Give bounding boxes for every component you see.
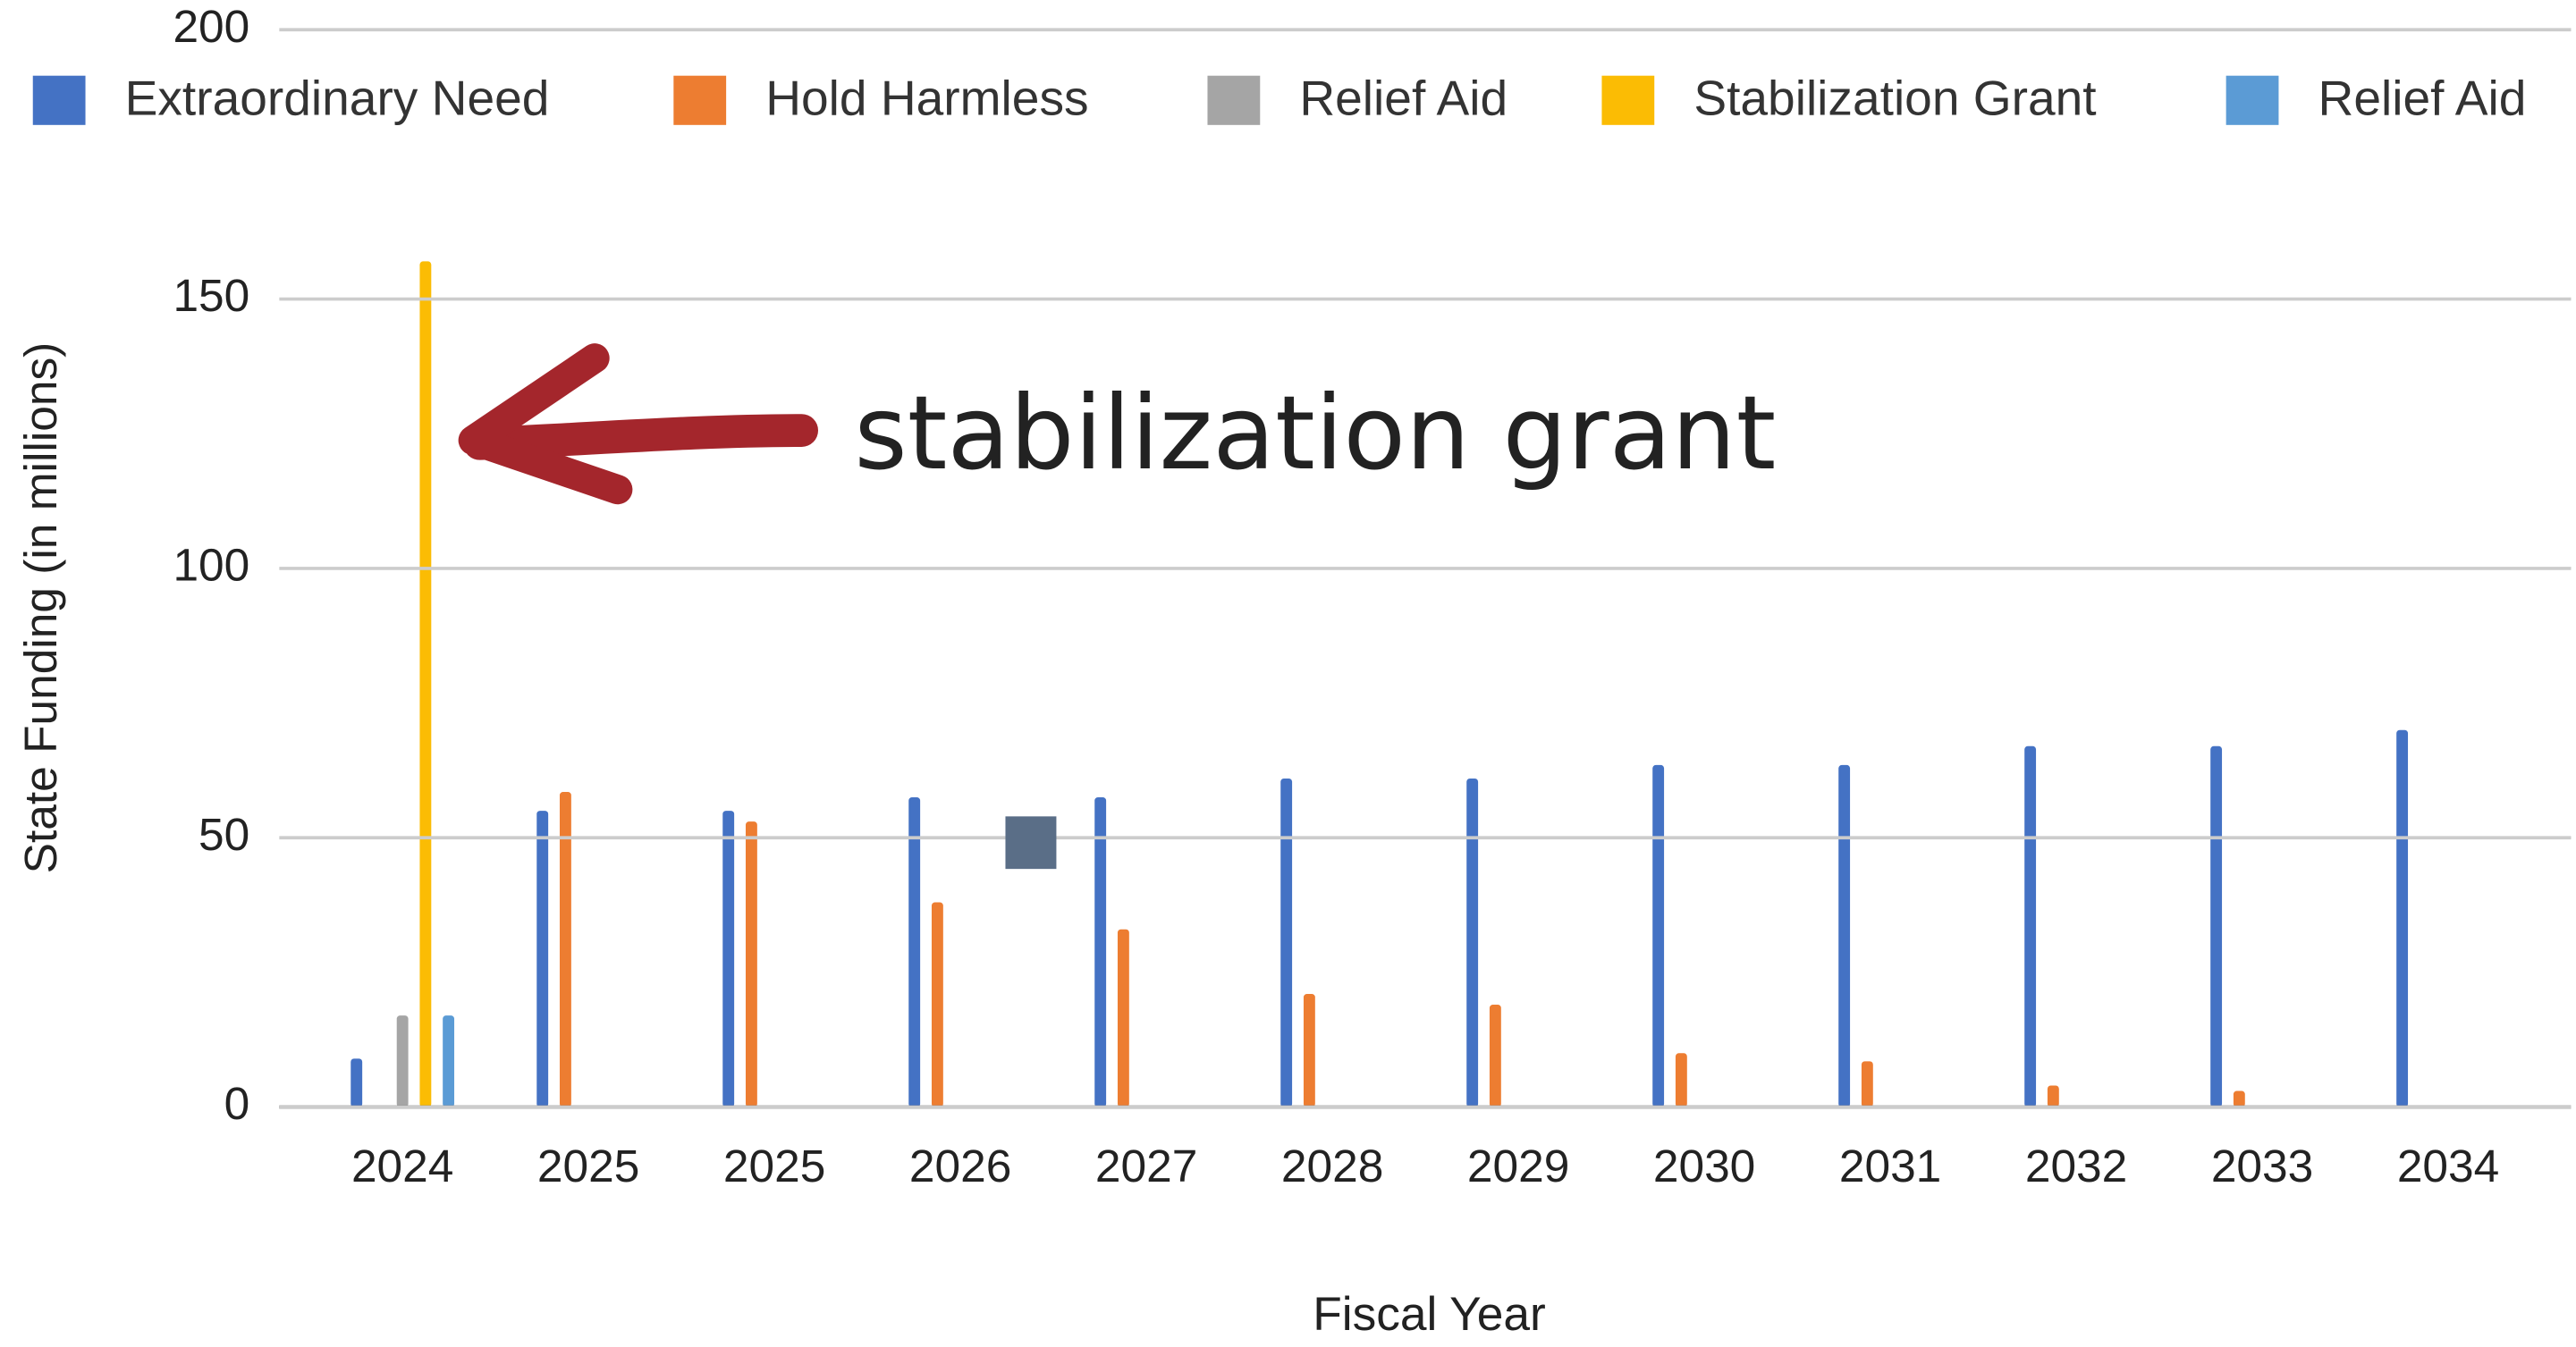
bar [745,821,757,1107]
bar [931,902,943,1107]
y-tick-label: 150 [173,269,249,321]
annotation-text: stabilization grant [854,374,1776,492]
x-tick-label: 2031 [1839,1140,1941,1191]
legend-label: Stabilization Grant [1693,71,2096,126]
bar [536,811,549,1107]
x-tick-label: 2025 [537,1140,639,1191]
bar [1094,797,1107,1107]
legend-swatch [673,75,727,125]
x-tick-label: 2028 [1281,1140,1383,1191]
legend-swatch [32,75,86,125]
bar [1861,1061,1873,1107]
bar [1280,778,1293,1107]
bar [1466,778,1479,1107]
bar [1303,994,1315,1107]
x-tick-label: 2029 [1467,1140,1569,1191]
bar [722,811,735,1107]
legend-label: Hold Harmless [765,71,1088,126]
legend-label: Relief Aid [2318,71,2527,126]
bar [351,1058,363,1107]
bar [1489,1005,1501,1107]
legend-swatch [1601,75,1655,125]
x-tick-label: 2025 [723,1140,825,1191]
annotation-arrow [458,343,819,505]
bar [2210,745,2223,1107]
bar [443,1015,455,1107]
bar [2047,1085,2059,1107]
x-tick-label: 2024 [351,1140,453,1191]
bar [1675,1053,1687,1107]
bar [559,792,571,1107]
bar [396,1015,409,1107]
y-axis-title: State Funding (in millions) [14,342,66,874]
x-tick-label: 2030 [1653,1140,1755,1191]
bar [419,261,432,1107]
bar [1838,764,1851,1107]
legend-swatch [1207,75,1261,125]
y-tick-label: 50 [198,808,249,860]
x-tick-label: 2033 [2211,1140,2313,1191]
bar [908,797,921,1107]
legend-label: Extraordinary Need [125,71,550,126]
bar [1652,764,1665,1107]
x-tick-label: 2027 [1095,1140,1197,1191]
legend-swatch [2225,75,2279,125]
bar [2024,745,2037,1107]
x-axis-title: Fiscal Year [1313,1288,1546,1341]
x-tick-label: 2032 [2025,1140,2127,1191]
marker-square [1005,816,1057,870]
y-tick-label: 100 [173,539,249,591]
y-tick-label: 200 [173,0,249,52]
x-tick-label: 2026 [909,1140,1011,1191]
bar [2233,1090,2245,1107]
x-tick-label: 2034 [2397,1140,2499,1191]
bar [1117,929,1129,1107]
legend-label: Relief Aid [1299,71,1508,126]
bar [2396,729,2409,1107]
y-tick-label: 0 [224,1077,250,1129]
